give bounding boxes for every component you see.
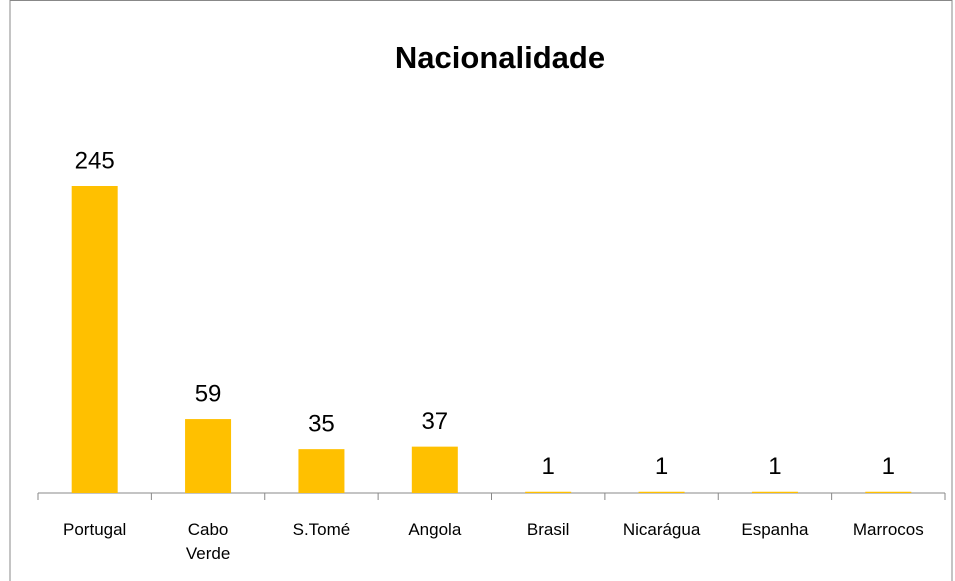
chart-border xyxy=(9,0,953,581)
bar xyxy=(751,491,798,493)
data-label: 1 xyxy=(655,453,668,480)
data-label: 37 xyxy=(421,408,448,435)
bar xyxy=(865,491,912,493)
data-label: 1 xyxy=(882,453,895,480)
data-label: 59 xyxy=(195,380,222,407)
x-tick-label: Espanha xyxy=(741,520,809,539)
data-label: 35 xyxy=(308,410,335,437)
x-tick-label: Portugal xyxy=(63,520,127,539)
bar xyxy=(411,446,458,493)
data-label: 1 xyxy=(768,453,781,480)
bar xyxy=(638,491,685,493)
x-tick-label: Brasil xyxy=(526,520,570,539)
chart-title: Nacionalidade xyxy=(395,40,605,75)
x-tick-label: Cabo Verde xyxy=(185,520,231,563)
bar xyxy=(185,419,232,493)
x-tick-label: Marrocos xyxy=(852,520,924,539)
x-tick-label: Angola xyxy=(408,520,462,539)
bar xyxy=(298,449,345,493)
bar xyxy=(525,491,572,493)
bar xyxy=(71,186,118,493)
data-label: 1 xyxy=(542,453,555,480)
x-tick-label: S.Tomé xyxy=(292,520,351,539)
x-tick-label: Nicarágua xyxy=(622,520,701,539)
data-label: 245 xyxy=(75,147,115,174)
